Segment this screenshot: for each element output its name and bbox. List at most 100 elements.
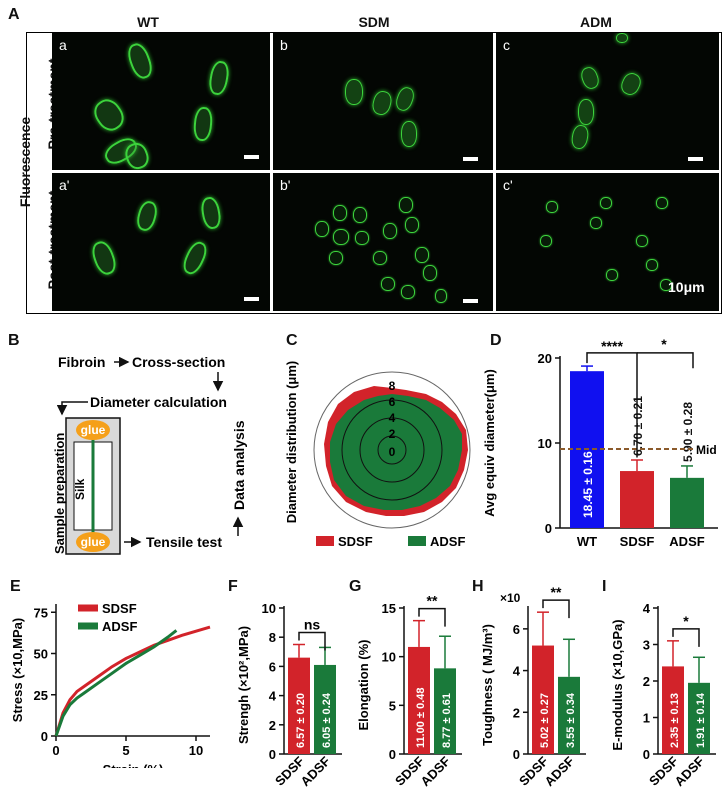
- y-axis-label: Toughness ( MJ/m³): [480, 624, 495, 746]
- x-tick-label: ADSF: [669, 534, 704, 549]
- scale-bar: [463, 157, 478, 161]
- bar-value-label: 3.55 ± 0.34: [565, 692, 577, 748]
- legend-label-adsf: ADSF: [102, 619, 137, 634]
- grid-ring: [341, 399, 443, 501]
- fibre-cell: [89, 94, 129, 136]
- y-axis-label: Avg equiv diameter(μm): [482, 369, 497, 517]
- cross-section-label: Cross-section: [132, 354, 225, 370]
- bar-value-label: 8.77 ± 0.61: [441, 693, 453, 748]
- column-title-sdm: SDM: [358, 14, 390, 30]
- y-tick-label: 1: [643, 711, 650, 726]
- bar-sdsf: [532, 645, 554, 754]
- y-tick-label: 0: [41, 729, 48, 744]
- x-tick-label: 10: [189, 743, 203, 758]
- fibre-cell: [660, 279, 672, 291]
- y-tick-label: 5: [389, 698, 396, 713]
- y-tick-label: 10: [262, 601, 276, 616]
- y-tick-label: 15: [382, 601, 396, 616]
- image-panel-b-prime: b': [273, 173, 493, 311]
- chart-e: Stress (×10,MPa) Strain (%) 0 25 50 75 0 5 10 SDS…: [10, 601, 211, 768]
- x-tick-label: 5: [122, 743, 129, 758]
- fibre-cell: [124, 40, 156, 82]
- sub-label-c-prime: c': [503, 177, 513, 193]
- fibre-cell: [646, 259, 658, 271]
- fibroin-label: Fibroin: [58, 354, 105, 370]
- significance-mark: **: [427, 593, 438, 609]
- significance-bracket: [672, 628, 700, 647]
- y-axis-label: Strengh (×10²,MPa): [236, 626, 251, 744]
- y-tick-label: 4: [643, 601, 651, 616]
- fibre-cell: [415, 247, 429, 263]
- y-tick-label: 4: [513, 664, 521, 679]
- x-tick-label: ADSF: [541, 753, 577, 789]
- fibre-cell: [578, 64, 602, 92]
- tick-label: 4: [389, 411, 396, 425]
- bar-value-label: 1.91 ± 0.14: [695, 692, 707, 748]
- panel-label-b: B: [8, 332, 20, 349]
- bar-sdsf: [662, 666, 684, 754]
- significance-mark: ns: [304, 617, 321, 633]
- fibre-cell: [399, 197, 413, 213]
- grid-ring: [359, 417, 425, 483]
- scale-bar: [244, 155, 259, 159]
- bar-value-label: 18.45 ± 0.16: [581, 451, 595, 518]
- y-axis-label: Elongation (%): [356, 640, 371, 731]
- y-tick-label: 2: [269, 718, 276, 733]
- outer-ring: [313, 371, 471, 529]
- fibre-cell: [381, 277, 395, 291]
- y-tick-label: 3: [643, 638, 650, 653]
- fibre-cell: [401, 121, 417, 147]
- fibre-cell: [383, 223, 397, 239]
- glue-label: glue: [81, 423, 106, 437]
- fibre-cell: [435, 289, 447, 303]
- fibre-cell: [636, 235, 648, 247]
- fibre-cell: [600, 197, 612, 209]
- significance-bracket: [637, 352, 694, 369]
- panel-label-f: F: [228, 578, 238, 595]
- fibre-cell: [355, 231, 369, 245]
- y-tick-label: 6: [513, 622, 520, 637]
- panel-label-i: I: [602, 578, 607, 595]
- column-title-wt: WT: [137, 14, 159, 30]
- fibre-cell: [333, 205, 347, 221]
- bar-value-label: 6.05 ± 0.24: [321, 692, 333, 748]
- legend-swatch-sdsf: [316, 536, 334, 546]
- fibre-cell: [656, 197, 668, 209]
- x-tick-label: 0: [52, 743, 59, 758]
- y-tick-label: 2: [643, 674, 650, 689]
- panel-label-c: C: [286, 332, 298, 349]
- y-tick-label: 50: [34, 647, 48, 662]
- glue-top: [76, 420, 110, 440]
- y-tick-label: 10: [382, 650, 396, 665]
- y-tick-label: 0: [269, 747, 276, 762]
- silk-label: Silk: [73, 478, 87, 500]
- fibre-cell: [606, 269, 618, 281]
- tick-label: 6: [389, 395, 396, 409]
- panel-label-d: D: [490, 332, 502, 349]
- bar-adsf: [670, 477, 704, 528]
- arrow: [56, 401, 88, 416]
- bar-value-label: 2.35 ± 0.13: [669, 693, 681, 748]
- unit-prefix: ×10: [500, 591, 521, 605]
- mid-label: Mid: [696, 443, 717, 457]
- panel-label-a: A: [8, 6, 20, 23]
- fibre-cell: [134, 199, 160, 233]
- fibre-cell: [199, 195, 223, 231]
- significance-mark: *: [683, 613, 689, 629]
- y-axis-label: E-modulus (×10,GPa): [610, 619, 625, 750]
- series-line-sdsf: [54, 625, 211, 737]
- fibre-cell: [540, 235, 552, 247]
- significance-bracket: [542, 599, 570, 619]
- fibre-cell: [329, 251, 343, 265]
- image-panel-b: b: [273, 33, 493, 170]
- image-panel-c-prime: c' 10μm: [496, 173, 719, 311]
- scale-label: 10μm: [668, 279, 705, 295]
- legend-label-sdsf: SDSF: [338, 534, 373, 549]
- significance-bracket: [298, 631, 326, 651]
- bar-value-label: 5.90 ± 0.28: [681, 402, 695, 462]
- panel-label-h: H: [472, 578, 484, 595]
- x-tick-label: SDSF: [620, 534, 655, 549]
- y-tick-label: 8: [269, 630, 276, 645]
- sample-prep-label: Sample preparation: [52, 433, 67, 554]
